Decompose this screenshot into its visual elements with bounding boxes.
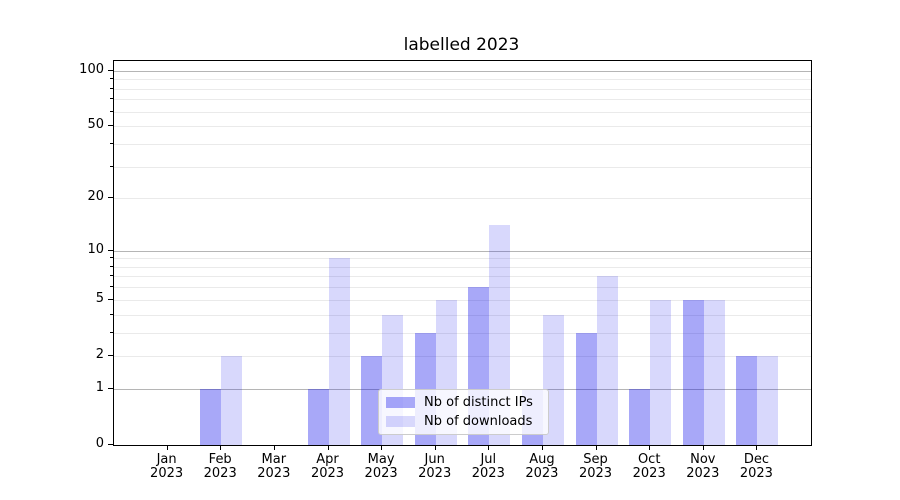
y-minor-tick: [110, 78, 113, 80]
x-tick: [327, 445, 329, 450]
x-tick-label: Feb 2023: [203, 452, 237, 481]
y-tick-label: 2: [95, 346, 104, 362]
bar-distinct-ips: [629, 388, 651, 445]
y-gridline-minor: [114, 258, 811, 260]
y-gridline-minor: [114, 88, 811, 90]
y-tick-label: 5: [95, 290, 104, 306]
x-tick-label: Sep 2023: [578, 452, 613, 481]
y-tick-label: 0: [95, 436, 104, 451]
y-gridline-minor: [114, 111, 811, 113]
y-gridline-minor: [114, 99, 811, 101]
x-tick: [220, 445, 222, 450]
y-minor-tick: [110, 286, 113, 288]
legend: Nb of distinct IPs Nb of downloads: [378, 389, 549, 435]
y-minor-tick: [110, 275, 113, 277]
y-minor-tick: [110, 87, 113, 89]
x-tick: [273, 445, 275, 450]
y-gridline-minor: [114, 79, 811, 81]
bar-distinct-ips: [682, 299, 704, 445]
y-gridline-major: [114, 250, 811, 252]
x-tick-label: Jun 2023: [418, 452, 452, 481]
bar-downloads: [757, 355, 779, 445]
bar-downloads: [328, 258, 350, 445]
x-tick-label: Aug 2023: [525, 452, 559, 481]
x-tick-label: Mar 2023: [257, 452, 291, 481]
legend-label: Nb of downloads: [424, 413, 533, 429]
x-tick: [702, 445, 704, 450]
bar-distinct-ips: [361, 355, 383, 445]
y-gridline-major: [114, 70, 811, 72]
x-tick: [166, 445, 168, 450]
y-gridline-minor: [114, 126, 811, 128]
y-gridline-minor: [114, 166, 811, 168]
y-tick: [108, 249, 113, 251]
y-gridline-minor: [114, 299, 811, 301]
y-minor-tick: [110, 265, 113, 267]
y-tick: [108, 125, 113, 127]
y-minor-tick: [110, 257, 113, 259]
y-gridline-minor: [114, 332, 811, 334]
y-gridline-minor: [114, 314, 811, 316]
x-tick: [434, 445, 436, 450]
x-tick: [541, 445, 543, 450]
legend-swatch-distinct-ips: [386, 397, 415, 409]
y-tick-label: 10: [87, 241, 104, 257]
x-tick-label: Oct 2023: [632, 452, 666, 481]
x-tick: [649, 445, 651, 450]
bar-downloads: [703, 299, 725, 445]
y-tick-label: 50: [87, 117, 104, 133]
y-minor-tick: [110, 142, 113, 144]
bar-downloads: [650, 299, 672, 445]
y-minor-tick: [110, 313, 113, 315]
chart-title: labelled 2023: [403, 35, 520, 55]
bar-distinct-ips: [307, 388, 329, 445]
y-tick: [108, 298, 113, 300]
bar-downloads: [221, 355, 243, 445]
legend-item-distinct-ips: Nb of distinct IPs: [386, 395, 541, 410]
y-minor-tick: [110, 98, 113, 100]
x-tick: [756, 445, 758, 450]
bar-distinct-ips: [575, 332, 597, 445]
legend-item-downloads: Nb of downloads: [386, 414, 541, 429]
y-gridline-minor: [114, 287, 811, 289]
plot-area: [113, 60, 812, 446]
y-gridline-minor: [114, 355, 811, 357]
y-gridline-minor: [114, 276, 811, 278]
x-tick: [381, 445, 383, 450]
bar-downloads: [596, 276, 618, 445]
x-tick-label: Nov 2023: [686, 452, 720, 481]
y-gridline-minor: [114, 266, 811, 268]
x-tick: [595, 445, 597, 450]
y-tick: [108, 354, 113, 356]
y-tick-label: 20: [87, 189, 104, 205]
x-tick-label: Dec 2023: [739, 452, 773, 481]
y-tick: [108, 197, 113, 199]
y-minor-tick: [110, 165, 113, 167]
legend-label: Nb of distinct IPs: [424, 395, 533, 411]
y-tick-label: 100: [79, 61, 104, 77]
x-tick-label: Apr 2023: [310, 452, 345, 481]
bar-distinct-ips: [200, 388, 222, 445]
x-tick-label: May 2023: [364, 452, 398, 481]
x-tick-label: Jan 2023: [150, 452, 184, 481]
y-gridline-minor: [114, 198, 811, 200]
y-minor-tick: [110, 331, 113, 333]
y-tick: [108, 69, 113, 71]
bar-distinct-ips: [736, 355, 758, 445]
y-tick: [108, 387, 113, 389]
y-gridline-minor: [114, 143, 811, 145]
x-tick: [488, 445, 490, 450]
y-tick-label: 1: [95, 379, 104, 395]
x-tick-label: Jul 2023: [471, 452, 505, 481]
y-tick: [108, 444, 113, 445]
y-minor-tick: [110, 110, 113, 112]
legend-swatch-downloads: [386, 415, 415, 427]
